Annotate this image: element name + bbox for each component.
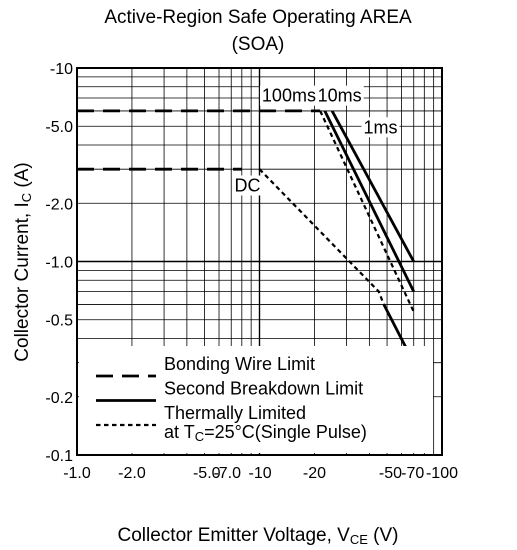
- tick-labels: -1.0 -2.0 -5.0-7.0 -10 -20 -50 -70 -100-0.1-0.2…: [45, 61, 458, 482]
- y-axis-label: Collector Current, IC (A): [12, 162, 34, 361]
- y-tick-label: -2.0: [45, 196, 73, 213]
- x-tick-label: -20: [303, 465, 326, 482]
- series-layer: [77, 109, 415, 364]
- y-tick-label: -0.1: [45, 448, 73, 465]
- series-line-dotted: [319, 110, 415, 313]
- annotation-bg: [315, 85, 364, 106]
- x-tick-label: -2.0: [118, 465, 146, 482]
- annotation-bg: [232, 175, 263, 196]
- y-tick-label: -5.0: [45, 119, 73, 136]
- x-axis-label-sub: CE: [350, 532, 368, 547]
- y-axis-label-unit: (A): [12, 162, 33, 193]
- x-axis-label-text: Collector Emitter Voltage, V: [118, 525, 351, 546]
- series-line-dotted: [258, 168, 385, 305]
- x-tick-label: -70: [401, 465, 424, 482]
- y-axis-label-sub: C: [19, 193, 34, 202]
- annotation-label: 1ms: [363, 117, 397, 137]
- y-tick-label: -0.5: [45, 313, 73, 330]
- y-tick-label: -10: [50, 61, 73, 78]
- x-tick-label: -1.0: [63, 465, 91, 482]
- series-line-solid: [330, 110, 415, 263]
- plot-frame: [76, 67, 443, 456]
- y-axis-label-text: Collector Current, I: [12, 202, 33, 361]
- chart-title-line1: Active-Region Safe Operating AREA: [104, 7, 412, 28]
- legend-label: Thermally Limited: [164, 403, 306, 423]
- x-tick-label: -10: [249, 465, 272, 482]
- annotation-label: 10ms: [318, 86, 362, 106]
- legend: Bonding Wire Limit Second Breakdown Limit…: [79, 346, 433, 453]
- y-tick-label: -1.0: [45, 255, 73, 272]
- x-tick-label: -5.0: [193, 465, 221, 482]
- x-tick-label: -50: [379, 465, 402, 482]
- legend-note-suffix: =25°C(Single Pulse): [204, 422, 367, 442]
- x-axis-label-unit: (V): [368, 525, 399, 546]
- x-tick-label: -100: [426, 465, 458, 482]
- legend-note-sub: C: [195, 429, 204, 444]
- annotation-bg: [361, 117, 400, 138]
- legend-label: Bonding Wire Limit: [164, 354, 315, 374]
- legend-note-prefix: at T: [164, 422, 195, 442]
- y-tick-label: -0.2: [45, 390, 73, 407]
- chart-title-line2: (SOA): [232, 34, 285, 55]
- x-tick-label: -7.0: [213, 465, 241, 482]
- legend-label: Second Breakdown Limit: [164, 379, 363, 399]
- annotation-label: 100ms: [262, 86, 316, 106]
- annotation-label: DC: [235, 176, 261, 196]
- annotation-bg: [259, 85, 318, 106]
- x-axis-label: Collector Emitter Voltage, VCE (V): [118, 525, 399, 547]
- legend-note: at TC=25°C(Single Pulse): [164, 422, 367, 444]
- series-line-solid: [323, 110, 415, 293]
